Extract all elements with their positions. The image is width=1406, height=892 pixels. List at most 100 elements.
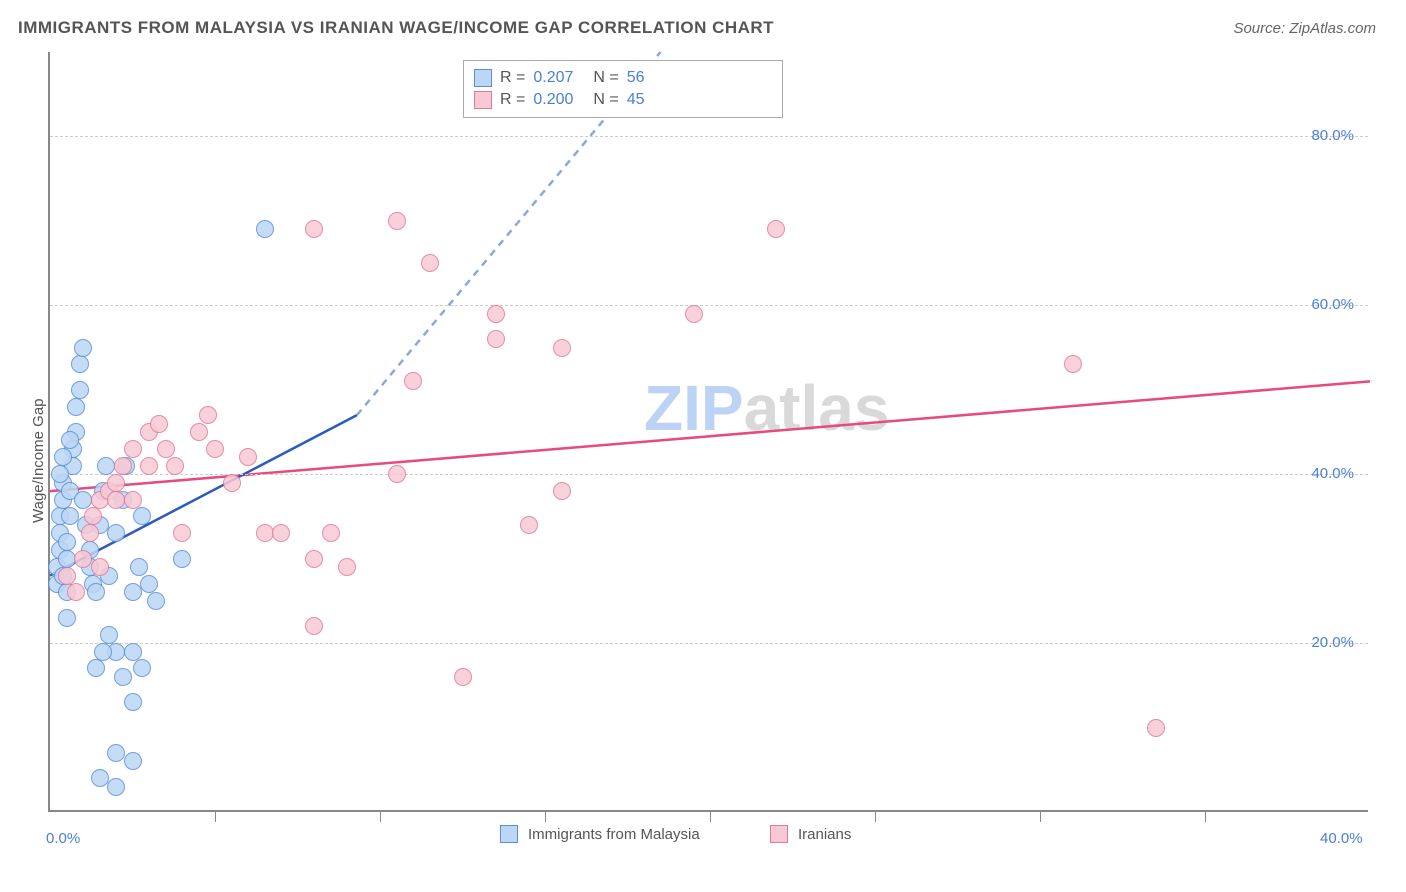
point-iranians bbox=[124, 440, 142, 458]
x-tick-mark bbox=[545, 812, 546, 822]
y-tick-label: 80.0% bbox=[1311, 127, 1354, 144]
point-malaysia bbox=[147, 592, 165, 610]
point-iranians bbox=[84, 507, 102, 525]
x-tick-mark bbox=[1040, 812, 1041, 822]
point-malaysia bbox=[58, 533, 76, 551]
swatch-malaysia bbox=[500, 825, 518, 843]
point-iranians bbox=[239, 448, 257, 466]
point-iranians bbox=[150, 415, 168, 433]
legend-item-iranians: Iranians bbox=[770, 825, 851, 843]
point-malaysia bbox=[124, 752, 142, 770]
x-tick-mark bbox=[875, 812, 876, 822]
point-iranians bbox=[767, 220, 785, 238]
point-iranians bbox=[107, 474, 125, 492]
y-tick-label: 60.0% bbox=[1311, 296, 1354, 313]
point-iranians bbox=[305, 220, 323, 238]
x-tick-mark bbox=[710, 812, 711, 822]
point-iranians bbox=[166, 457, 184, 475]
point-iranians bbox=[74, 550, 92, 568]
point-malaysia bbox=[100, 626, 118, 644]
point-malaysia bbox=[67, 398, 85, 416]
n-label: N = bbox=[593, 69, 618, 87]
point-iranians bbox=[404, 372, 422, 390]
stats-row-iranians: R = 0.200 N = 45 bbox=[474, 89, 772, 111]
y-axis-label: Wage/Income Gap bbox=[30, 399, 47, 524]
point-malaysia bbox=[133, 507, 151, 525]
point-iranians bbox=[305, 617, 323, 635]
point-malaysia bbox=[51, 465, 69, 483]
point-malaysia bbox=[140, 575, 158, 593]
point-malaysia bbox=[91, 769, 109, 787]
stats-legend: R = 0.207 N = 56 R = 0.200 N = 45 bbox=[463, 60, 783, 118]
point-malaysia bbox=[107, 778, 125, 796]
point-iranians bbox=[685, 305, 703, 323]
regression-lines bbox=[50, 52, 1368, 810]
stats-row-malaysia: R = 0.207 N = 56 bbox=[474, 67, 772, 89]
x-tick-label: 40.0% bbox=[1320, 830, 1363, 847]
plot-area: ZIPatlas 20.0%40.0%60.0%80.0%0.0%40.0% bbox=[48, 52, 1368, 812]
gridline bbox=[50, 305, 1368, 306]
point-malaysia bbox=[124, 693, 142, 711]
point-iranians bbox=[338, 558, 356, 576]
point-malaysia bbox=[58, 550, 76, 568]
point-malaysia bbox=[107, 744, 125, 762]
swatch-iranians bbox=[770, 825, 788, 843]
point-malaysia bbox=[130, 558, 148, 576]
point-iranians bbox=[199, 406, 217, 424]
point-malaysia bbox=[61, 431, 79, 449]
gridline bbox=[50, 136, 1368, 137]
point-iranians bbox=[140, 457, 158, 475]
swatch-malaysia bbox=[474, 69, 492, 87]
point-malaysia bbox=[114, 668, 132, 686]
gridline bbox=[50, 474, 1368, 475]
x-tick-mark bbox=[1205, 812, 1206, 822]
point-iranians bbox=[157, 440, 175, 458]
point-malaysia bbox=[107, 524, 125, 542]
point-iranians bbox=[91, 558, 109, 576]
x-tick-mark bbox=[380, 812, 381, 822]
point-iranians bbox=[81, 524, 99, 542]
point-iranians bbox=[114, 457, 132, 475]
point-iranians bbox=[206, 440, 224, 458]
point-iranians bbox=[388, 465, 406, 483]
point-iranians bbox=[487, 330, 505, 348]
gridline bbox=[50, 643, 1368, 644]
r-value-malaysia: 0.207 bbox=[533, 69, 573, 87]
n-value-malaysia: 56 bbox=[627, 69, 645, 87]
point-iranians bbox=[107, 491, 125, 509]
swatch-iranians bbox=[474, 91, 492, 109]
x-tick-mark bbox=[215, 812, 216, 822]
x-tick-label: 0.0% bbox=[46, 830, 80, 847]
point-malaysia bbox=[133, 659, 151, 677]
point-malaysia bbox=[173, 550, 191, 568]
point-malaysia bbox=[256, 220, 274, 238]
point-iranians bbox=[454, 668, 472, 686]
point-malaysia bbox=[74, 491, 92, 509]
point-malaysia bbox=[71, 355, 89, 373]
point-iranians bbox=[256, 524, 274, 542]
point-iranians bbox=[322, 524, 340, 542]
point-iranians bbox=[124, 491, 142, 509]
point-malaysia bbox=[54, 448, 72, 466]
point-iranians bbox=[520, 516, 538, 534]
r-value-iranians: 0.200 bbox=[533, 91, 573, 109]
point-malaysia bbox=[97, 457, 115, 475]
point-iranians bbox=[487, 305, 505, 323]
point-malaysia bbox=[87, 583, 105, 601]
point-malaysia bbox=[124, 643, 142, 661]
point-iranians bbox=[190, 423, 208, 441]
legend-label-malaysia: Immigrants from Malaysia bbox=[528, 826, 700, 843]
point-iranians bbox=[223, 474, 241, 492]
point-iranians bbox=[553, 482, 571, 500]
point-iranians bbox=[553, 339, 571, 357]
point-iranians bbox=[1147, 719, 1165, 737]
point-iranians bbox=[58, 567, 76, 585]
point-iranians bbox=[272, 524, 290, 542]
legend-label-iranians: Iranians bbox=[798, 826, 851, 843]
point-malaysia bbox=[74, 339, 92, 357]
n-value-iranians: 45 bbox=[627, 91, 645, 109]
point-malaysia bbox=[124, 583, 142, 601]
point-iranians bbox=[305, 550, 323, 568]
point-iranians bbox=[388, 212, 406, 230]
point-malaysia bbox=[58, 609, 76, 627]
